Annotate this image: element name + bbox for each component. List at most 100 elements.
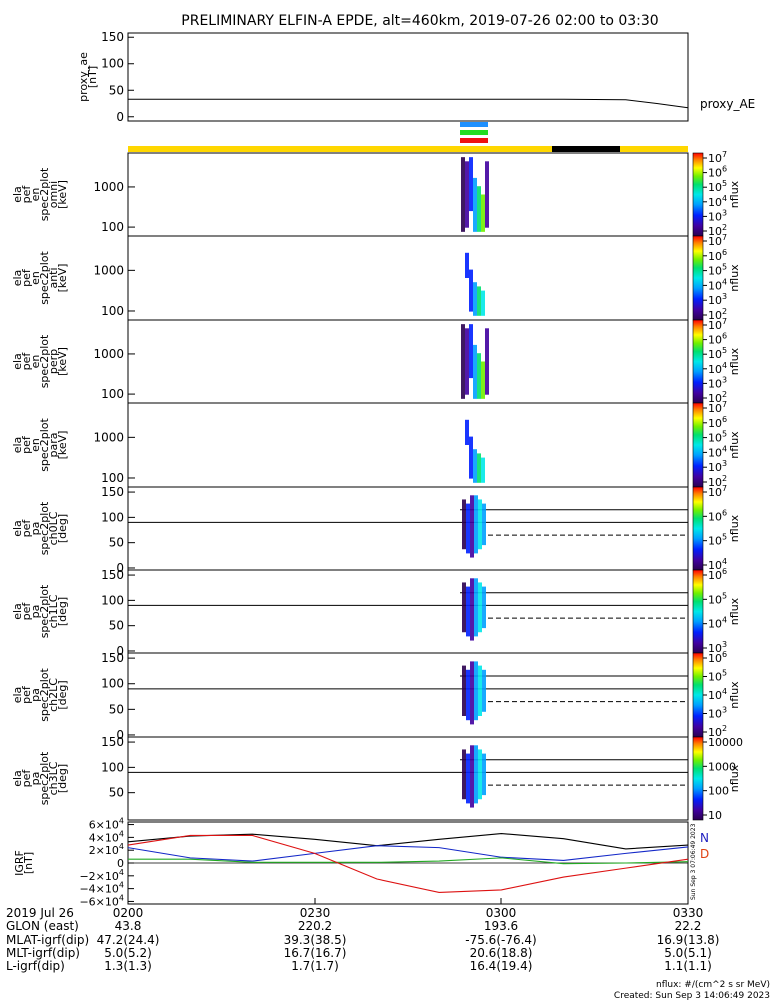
time-axis-value: 1.3(1.3)	[104, 959, 152, 973]
pitch-angle-cell	[470, 578, 474, 641]
colorbar-tick-label-base: 10	[708, 167, 722, 180]
pitch-angle-ylabel-line: pef	[20, 685, 33, 704]
colorbar-label: nflux	[728, 347, 741, 375]
ae-ytick-label: 50	[109, 83, 124, 97]
colorbar-label-text: nflux	[728, 514, 741, 542]
chart-title: PRELIMINARY ELFIN-A EPDE, alt=460km, 201…	[181, 13, 658, 29]
spectrogram-frame	[127, 152, 689, 237]
spectrogram-ylabel-line: spec2plot	[38, 418, 51, 472]
pitch-angle-ylabel-line: [deg]	[56, 597, 69, 626]
spectrogram-cell	[465, 419, 469, 445]
spectrogram-cell	[465, 328, 469, 395]
pitch-angle-ylabel-line: pef	[20, 519, 33, 538]
colorbar-tick-label-exp: 7	[722, 233, 727, 242]
colorbar-tick-label: 100	[708, 785, 729, 798]
spectrogram-ytick-label: 100	[101, 220, 124, 234]
igrf-ytick-label-base: −6×10	[79, 895, 118, 908]
colorbar-tick-label: 107	[708, 150, 727, 165]
spectrogram-ylabel-line: en	[29, 438, 42, 452]
colorbar-label: nflux	[728, 681, 741, 709]
colorbar-label-text: nflux	[728, 180, 741, 208]
pitch-angle-cell	[462, 665, 466, 716]
spectrogram-cell	[481, 457, 485, 483]
time-axis-value: 16.7(16.7)	[284, 946, 347, 960]
spectrogram-cell	[477, 353, 481, 399]
colorbar-tick-label: 104	[708, 194, 727, 209]
colorbar-tick-label: 102	[708, 390, 727, 405]
ae-ytick-label: 0	[116, 110, 124, 124]
colorbar-label-text: nflux	[728, 264, 741, 292]
colorbar-tick-label: 10000	[708, 736, 743, 749]
colorbar-label: nflux	[728, 180, 741, 208]
spectrogram-ylabel-line: para	[47, 433, 60, 458]
time-axis-value: 1.1(1.1)	[664, 959, 712, 973]
colorbar-tick-label-base: 10	[708, 432, 722, 445]
time-tick-label: 0200	[113, 906, 144, 920]
colorbar-tick-label-base: 10	[708, 689, 722, 702]
colorbar-tick-label-base: 10	[708, 392, 722, 405]
spectrogram-ylabel-line: spec2plot	[38, 251, 51, 305]
igrf-legend-d: D	[700, 847, 709, 861]
colorbar-tick-label: 104	[708, 444, 727, 459]
colorbar-tick-label: 103	[708, 375, 727, 390]
colorbar-tick-label-exp: 7	[722, 484, 727, 493]
colorbar-tick-label-base: 10	[708, 510, 722, 523]
sc-bar-blue	[460, 122, 488, 127]
ae-ytick-label: 100	[101, 57, 124, 71]
pitch-angle-ytick-label: 0	[116, 644, 124, 658]
time-axis-value: 47.2(24.4)	[97, 933, 160, 947]
spectrogram-cell	[461, 324, 465, 399]
spectrogram-ylabel-line: pef	[20, 268, 33, 287]
colorbar-tick-label: 106	[708, 332, 727, 347]
spectrogram-ylabel-line: [keV]	[56, 180, 69, 209]
colorbar-tick-label: 103	[708, 706, 727, 721]
pitch-angle-ylabel-line: spec2plot	[38, 501, 51, 555]
colorbar-tick-label-base: 10	[708, 726, 722, 739]
spectrogram-ylabel-line: spec2plot	[38, 167, 51, 221]
igrf-ytick-label-base: 0	[117, 857, 124, 870]
pitch-angle-cell	[478, 499, 482, 550]
spectrogram-cell	[481, 194, 485, 232]
time-axis-value: 22.2	[675, 919, 702, 933]
colorbar-tick-label: 10	[708, 809, 722, 822]
colorbar-tick-label-exp: 6	[722, 567, 727, 576]
proxy-ae-line	[128, 98, 689, 109]
colorbar-tick-label: 107	[708, 400, 727, 415]
pitch-angle-cell	[462, 749, 466, 800]
igrf-ytick-label-base: 4×10	[89, 831, 119, 844]
igrf-ytick-label-base: −4×10	[79, 883, 118, 896]
spectrogram-ylabel-line: [keV]	[56, 264, 69, 293]
spectrogram-cell	[477, 453, 481, 483]
colorbar-tick-label-base: 1000	[708, 760, 736, 773]
pitch-angle-ylabel-line: [deg]	[56, 680, 69, 709]
spectrogram-frame	[127, 235, 689, 321]
colorbar-label-text: nflux	[728, 431, 741, 459]
igrf-ytick-label: −4×104	[79, 881, 124, 896]
igrf-ytick-label-base: 2×10	[89, 844, 119, 857]
colorbar-tick-label-exp: 4	[722, 444, 727, 453]
pitch-angle-cell	[470, 745, 474, 808]
colorbar-tick-label-exp: 6	[722, 332, 727, 341]
colorbar-tick-label-base: 10	[708, 377, 722, 390]
colorbar-tick-label-base: 10	[708, 476, 722, 489]
pitch-angle-ylabel-line: ela	[11, 770, 24, 787]
colorbar-tick-label-exp: 2	[722, 390, 727, 399]
spectrogram-cell	[473, 282, 477, 316]
colorbar-scale	[692, 569, 704, 654]
spectrogram-ylabel-line: en	[29, 188, 42, 202]
colorbar-tick-label-base: 10	[708, 279, 722, 292]
colorbar-tick-label: 104	[708, 616, 727, 631]
pitch-angle-cell	[474, 745, 478, 804]
pitch-angle-frame	[127, 486, 689, 571]
spectrogram-cell	[481, 361, 485, 399]
pitch-angle-ylabel-line: ela	[11, 603, 24, 620]
colorbar-tick-label-base: 10	[708, 809, 722, 822]
igrf-ytick-label-exp: 4	[119, 893, 124, 902]
